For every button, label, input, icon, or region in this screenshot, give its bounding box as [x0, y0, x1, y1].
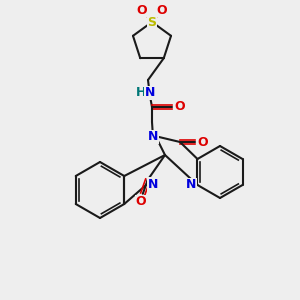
Text: O: O [175, 100, 185, 113]
Text: N: N [145, 86, 155, 100]
Text: S: S [148, 16, 157, 28]
Text: O: O [157, 4, 167, 16]
Text: O: O [137, 4, 147, 16]
Text: H: H [136, 86, 146, 100]
Text: O: O [198, 136, 208, 148]
Text: N: N [186, 178, 197, 191]
Text: O: O [136, 195, 146, 208]
Text: N: N [148, 130, 158, 143]
Text: N: N [147, 178, 158, 191]
